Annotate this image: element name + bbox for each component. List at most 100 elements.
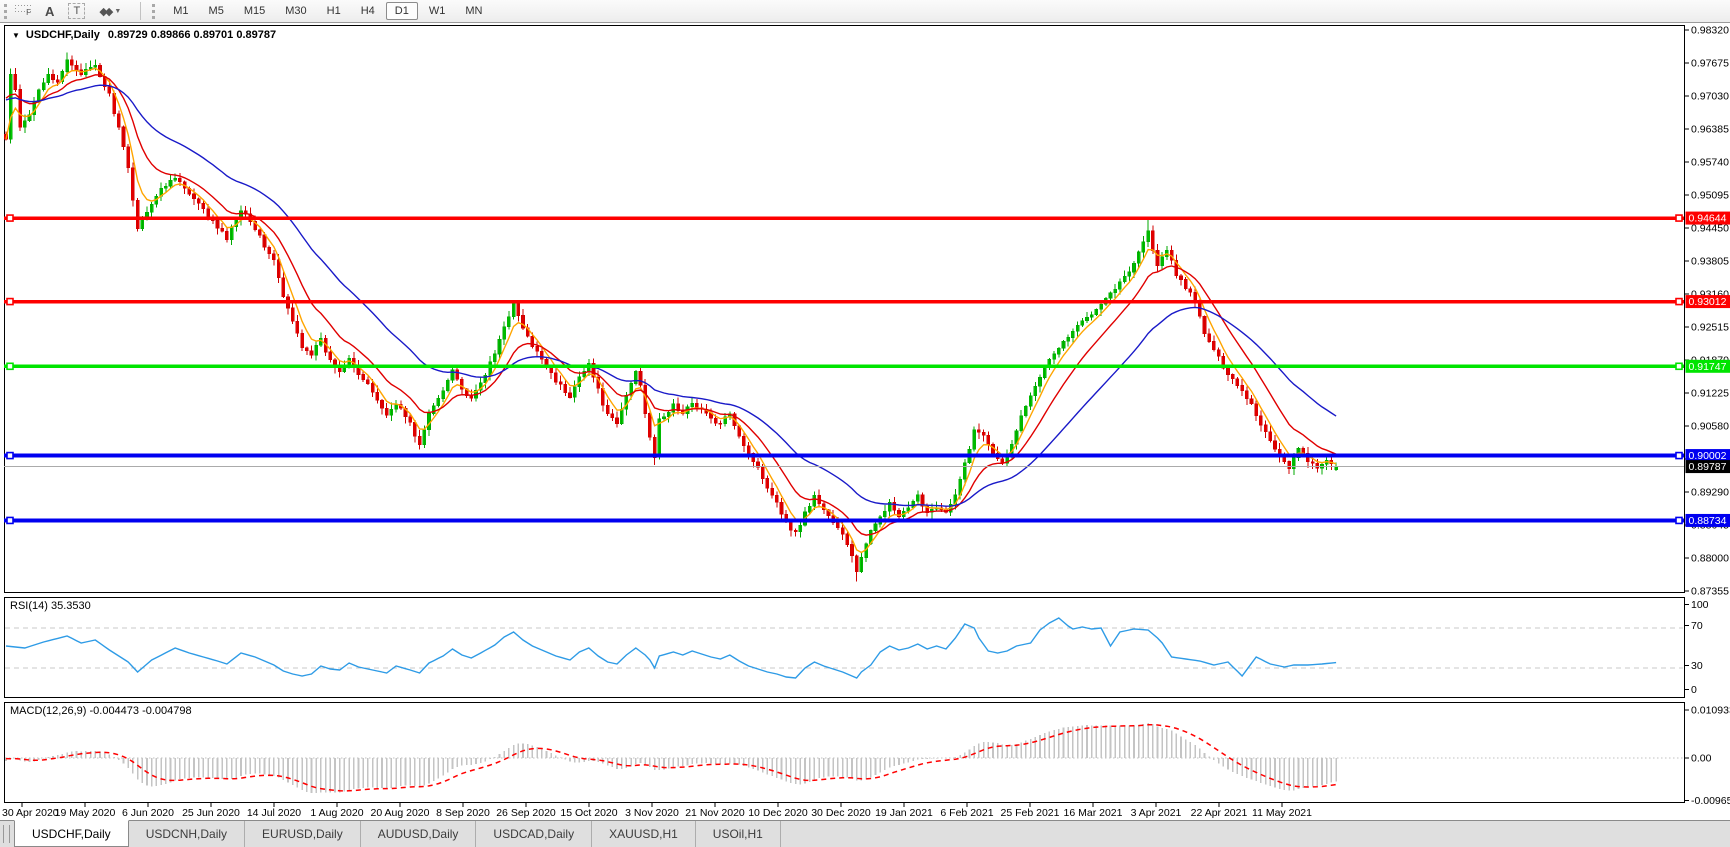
date-tick-label: 25 Feb 2021 <box>1001 807 1060 819</box>
chart-tab-eurusd-daily[interactable]: EURUSD,Daily <box>245 821 361 847</box>
timeframe-m30-button[interactable]: M30 <box>285 5 307 17</box>
collapse-triangle-icon[interactable]: ▼ <box>12 31 20 40</box>
price-tick-label: 0.96385 <box>1691 124 1729 136</box>
chart-tab-audusd-daily[interactable]: AUDUSD,Daily <box>361 821 477 847</box>
chart-tab-xauusd-h1[interactable]: XAUUSD,H1 <box>592 821 696 847</box>
price-tick-label: 0.88000 <box>1691 553 1729 565</box>
macd-header: MACD(12,26,9) -0.004473 -0.004798 <box>10 705 192 717</box>
date-tick-label: 22 Apr 2021 <box>1191 807 1248 819</box>
date-tick-label: 14 Jul 2020 <box>247 807 301 819</box>
chart-tabbar: USDCHF,Daily USDCNH,Daily EURUSD,Daily AUDU… <box>0 820 1730 847</box>
date-tick-label: 19 May 2020 <box>55 807 116 819</box>
svg-text:0.94644: 0.94644 <box>1689 213 1727 225</box>
timeframe-h4-button[interactable]: H4 <box>360 5 375 17</box>
text-label-icon[interactable]: T <box>68 2 86 20</box>
date-tick-label: 10 Dec 2020 <box>748 807 808 819</box>
date-tick-label: 25 Jun 2020 <box>182 807 240 819</box>
chart-tab-usdcad-daily[interactable]: USDCAD,Daily <box>476 821 593 847</box>
price-tick-label: 0.93805 <box>1691 256 1729 268</box>
price-badge-0.91747: 0.91747 <box>1685 359 1730 373</box>
hline-handle[interactable] <box>6 214 14 222</box>
macd-label: MACD(12,26,9) <box>10 705 87 717</box>
chart-tab-usdcnh-daily[interactable]: USDCNH,Daily <box>129 821 246 847</box>
rsi-value: 35.3530 <box>50 600 91 612</box>
hline-handle[interactable] <box>6 362 14 371</box>
hline-handle[interactable] <box>6 516 14 525</box>
rsi-header: RSI(14) 35.3530 <box>10 600 91 612</box>
chart-grid-properties-icon[interactable]: F <box>15 2 31 20</box>
rsi-axis-label: 100 <box>1691 599 1709 611</box>
date-tick-label: 8 Sep 2020 <box>436 807 490 819</box>
mid-ma-line <box>5 74 1337 536</box>
price-tick-label: 0.98320 <box>1691 25 1729 37</box>
date-tick-label: 6 Feb 2021 <box>940 807 993 819</box>
price-tick-label: 0.91225 <box>1691 388 1729 400</box>
svg-text:0.89787: 0.89787 <box>1689 461 1727 473</box>
hline-handle[interactable] <box>1675 362 1683 371</box>
svg-text:0.91747: 0.91747 <box>1689 361 1727 373</box>
macd-axis-label: 0.00 <box>1691 753 1712 765</box>
price-badge-0.90002: 0.90002 <box>1685 449 1730 463</box>
price-tick-label: 0.94450 <box>1691 223 1729 235</box>
ohlc-values: 0.89729 0.89866 0.89701 0.89787 <box>107 29 277 41</box>
hline-handle[interactable] <box>1675 297 1683 306</box>
price-tick-label: 0.89290 <box>1691 487 1729 499</box>
symbol-timeframe-label: USDCHF,Daily <box>25 29 100 41</box>
chart-tab-usoil-h1[interactable]: USOil,H1 <box>696 821 781 847</box>
timeframe-m5-button[interactable]: M5 <box>208 5 224 17</box>
rsi-panel[interactable] <box>4 597 1685 698</box>
toolbar-grip[interactable] <box>4 3 9 19</box>
price-axis[interactable]: 0.98320 0.97675 0.97030 0.96385 0.95740 0.950… <box>1684 25 1729 598</box>
hline-handle[interactable] <box>1675 214 1683 222</box>
hline-handle[interactable] <box>1675 516 1683 525</box>
date-tick-label: 21 Nov 2020 <box>685 807 745 819</box>
timeframe-w1-button[interactable]: W1 <box>428 5 446 17</box>
date-tick-label: 11 May 2021 <box>1252 807 1312 819</box>
price-badge-0.88734: 0.88734 <box>1685 513 1730 527</box>
draw-objects-dropdown-icon[interactable]: ◆◆ ▼ <box>99 5 122 18</box>
macd-value: -0.004473 <box>89 705 140 717</box>
rsi-line <box>5 617 1337 679</box>
tabbar-grip[interactable] <box>3 825 10 843</box>
date-tick-label: 30 Apr 2020 <box>2 807 59 819</box>
chart-tab-usdchf-daily[interactable]: USDCHF,Daily <box>14 820 129 847</box>
hline-handle[interactable] <box>6 451 14 460</box>
timeframe-h1-button[interactable]: H1 <box>326 5 341 17</box>
fast-ma-line <box>5 67 1337 554</box>
date-tick-label: 15 Oct 2020 <box>560 807 617 819</box>
macd-signal-line <box>5 723 1337 792</box>
price-tick-label: 0.90580 <box>1691 421 1729 433</box>
timeframe-mn-button[interactable]: MN <box>465 5 483 17</box>
timeframe-toolbar: M1 M5 M15 M30 H1 H4 D1 W1 MN <box>163 2 492 20</box>
rsi-axis-label: 70 <box>1691 620 1703 632</box>
price-badge-0.89787: 0.89787 <box>1685 460 1730 474</box>
date-tick-label: 26 Sep 2020 <box>496 807 556 819</box>
timeframe-d1-button[interactable]: D1 <box>385 2 418 20</box>
date-tick-label: 19 Jan 2021 <box>875 807 933 819</box>
hline-handle[interactable] <box>1675 451 1683 460</box>
price-tick-label: 0.95095 <box>1691 190 1729 202</box>
svg-text:0.93012: 0.93012 <box>1689 296 1727 308</box>
macd-signal-value: -0.004798 <box>142 705 192 717</box>
rsi-axis-label: 0 <box>1691 684 1697 696</box>
price-tick-label: 0.97030 <box>1691 91 1729 103</box>
rsi-label: RSI(14) <box>10 600 48 612</box>
timeframe-m1-button[interactable]: M1 <box>173 5 189 17</box>
font-a-icon[interactable]: A <box>45 3 55 19</box>
timeframe-m15-button[interactable]: M15 <box>243 5 266 17</box>
toolbar: F A T ◆◆ ▼ M1 M5 M15 M30 H1 H4 D1 W1 MN <box>0 0 1730 23</box>
hline-handle[interactable] <box>6 297 14 306</box>
date-tick-label: 20 Aug 2020 <box>371 807 430 819</box>
price-badge-0.94644: 0.94644 <box>1685 211 1730 225</box>
timeframe-toolbar-grip[interactable] <box>152 3 157 19</box>
date-tick-label: 3 Nov 2020 <box>625 807 679 819</box>
main-chart-panel[interactable] <box>4 25 1685 593</box>
date-tick-label: 3 Apr 2021 <box>1131 807 1182 819</box>
price-badge-0.93012: 0.93012 <box>1685 295 1730 309</box>
macd-panel[interactable] <box>4 702 1685 803</box>
price-tick-label: 0.92515 <box>1691 322 1729 334</box>
